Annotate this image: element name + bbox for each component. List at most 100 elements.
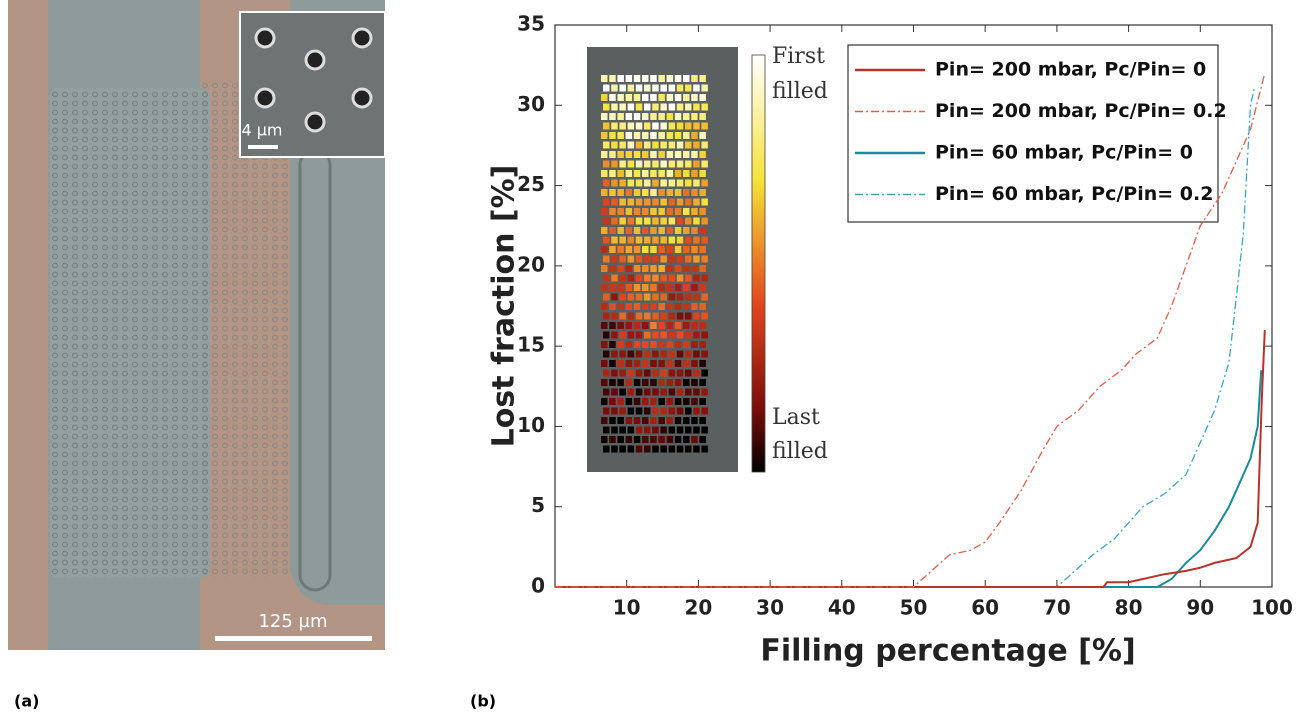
fill-map-cell (660, 199, 667, 206)
x-tick-label: 60 (971, 596, 999, 620)
fill-map-cell (603, 446, 610, 453)
fill-map-cell (601, 322, 608, 329)
fill-map-cell (677, 294, 684, 301)
fill-map-cell (675, 379, 682, 386)
fill-map-cell (669, 275, 676, 282)
figure: 4 µm 125 µm (a) (b) First filled Last fi… (0, 0, 1303, 714)
fill-map-cell (691, 379, 698, 386)
fill-map-cell (603, 294, 610, 301)
fill-map-cell (626, 189, 633, 196)
fill-map-cell (603, 427, 610, 434)
fill-map-cell (683, 113, 690, 120)
fill-map-cell (642, 75, 649, 82)
fill-map-cell (601, 360, 608, 367)
fill-map-cell (601, 303, 608, 310)
fill-map-cell (685, 332, 692, 339)
fill-map-cell (677, 408, 684, 415)
fill-map-cell (601, 436, 608, 443)
fill-map-cell (685, 294, 692, 301)
fill-map-cell (634, 284, 641, 291)
fill-map-cell (642, 246, 649, 253)
fill-map-cell (691, 113, 698, 120)
fill-map-cell (701, 313, 708, 320)
fill-map-cell (691, 189, 698, 196)
fill-map-cell (693, 370, 700, 377)
fill-map-cell (701, 199, 708, 206)
fill-map-cell (701, 446, 708, 453)
fill-map-cell (667, 417, 674, 424)
fill-map-cell (601, 189, 608, 196)
fill-map-cell (617, 208, 624, 215)
fill-map-cell (660, 446, 667, 453)
fill-map-cell (628, 294, 635, 301)
fill-map-cell (685, 256, 692, 263)
fill-map-cell (619, 313, 626, 320)
fill-map-cell (675, 360, 682, 367)
fill-map-cell (601, 132, 608, 139)
fill-map-cell (634, 208, 641, 215)
fill-map-cell (611, 294, 618, 301)
fill-map-cell (619, 218, 626, 225)
fill-map-cell (603, 275, 610, 282)
x-tick-label: 70 (1043, 596, 1071, 620)
fill-map-cell (652, 104, 659, 111)
fill-map-cell (699, 208, 706, 215)
fill-map-cell (683, 417, 690, 424)
fill-map-cell (652, 370, 659, 377)
fill-map-cell (699, 360, 706, 367)
fill-map-cell (660, 237, 667, 244)
fill-map-cell (601, 170, 608, 177)
fill-map-cell (642, 151, 649, 158)
fill-map-cell (675, 303, 682, 310)
fill-map-cell (603, 85, 610, 92)
fill-map-cell (669, 427, 676, 434)
fill-map-cell (626, 75, 633, 82)
fill-map-cell (611, 408, 618, 415)
fill-map-cell (658, 151, 665, 158)
fill-map-cell (617, 75, 624, 82)
legend-label: Pin= 60 mbar, Pc/Pin= 0 (935, 142, 1193, 164)
fill-map-cell (650, 113, 657, 120)
fill-map-cell (685, 104, 692, 111)
fill-map-cell (650, 151, 657, 158)
fill-map-cell (617, 227, 624, 234)
fill-map-cell (669, 294, 676, 301)
fill-map-cell (701, 294, 708, 301)
fill-map-cell (669, 351, 676, 358)
fill-map-cell (603, 351, 610, 358)
fill-map-cell (611, 199, 618, 206)
fill-map-cell (685, 161, 692, 168)
fill-map-cell (652, 427, 659, 434)
fill-map-cell (699, 436, 706, 443)
fill-map-cell (603, 218, 610, 225)
fill-map-cell (652, 199, 659, 206)
fill-map-cell (636, 313, 643, 320)
fill-map-cell (701, 142, 708, 149)
fill-map-cell (652, 161, 659, 168)
fill-map-cell (699, 94, 706, 101)
fill-map-cell (675, 189, 682, 196)
fill-map-cell (644, 199, 651, 206)
fill-map-cell (611, 142, 618, 149)
fill-map-cell (675, 208, 682, 215)
fill-map-cell (675, 284, 682, 291)
fill-map-cell (691, 246, 698, 253)
fill-map-cell (677, 332, 684, 339)
inset-scale-label: 4 µm (241, 121, 282, 140)
fill-map-cell (677, 85, 684, 92)
fill-map-cell (669, 446, 676, 453)
fill-map-cell (650, 265, 657, 272)
fill-map-cell (685, 237, 692, 244)
fill-map-cell (691, 75, 698, 82)
fill-map-cell (619, 351, 626, 358)
fill-map-cell (650, 341, 657, 348)
fill-map-cell (634, 341, 641, 348)
fill-map-cell (667, 189, 674, 196)
fill-map-cell (628, 218, 635, 225)
fill-map-cell (609, 417, 616, 424)
fill-map-cell (634, 170, 641, 177)
fill-map-cell (675, 417, 682, 424)
fill-map-cell (660, 256, 667, 263)
fill-map-cell (669, 408, 676, 415)
fill-map-cell (642, 303, 649, 310)
